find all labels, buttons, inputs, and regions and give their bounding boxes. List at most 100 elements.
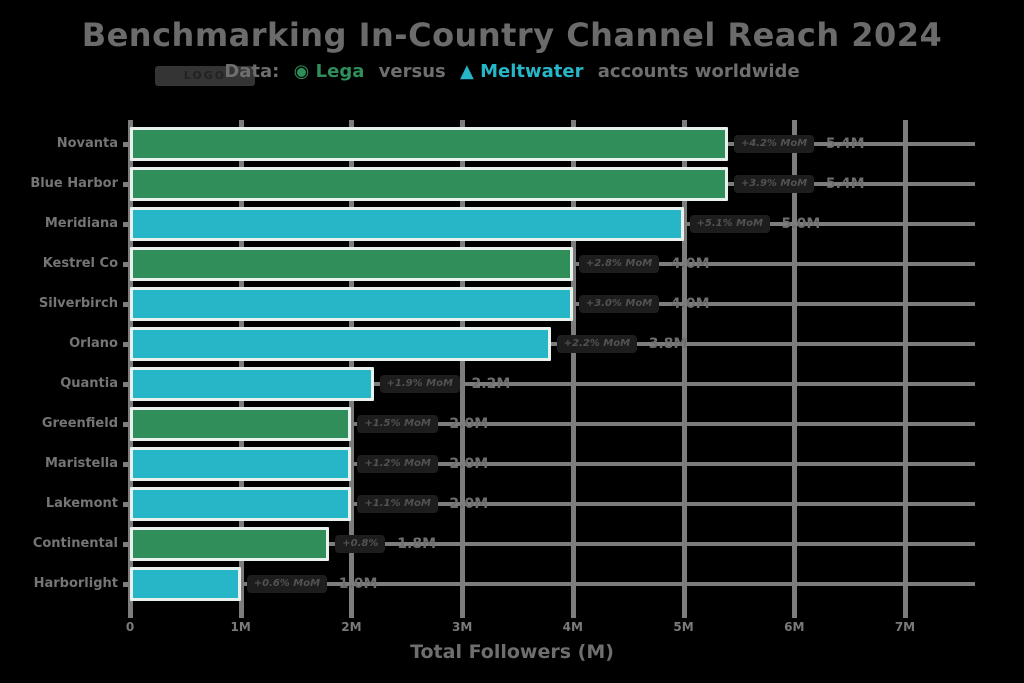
bar: [130, 247, 573, 281]
annotation-pill: +1.2% MoM: [357, 455, 438, 473]
lega-icon: ◉: [293, 61, 310, 82]
x-tick-mark: [792, 608, 798, 618]
chart-title: Benchmarking In-Country Channel Reach 20…: [81, 16, 943, 54]
subtitle-prefix: Data:: [224, 61, 280, 82]
vertical-gridline: [570, 120, 576, 618]
bar: [130, 447, 352, 481]
x-tick-label: 2M: [341, 620, 362, 634]
vertical-gridline: [460, 120, 466, 618]
x-tick-label: 5M: [673, 620, 694, 634]
y-tick-mark: [123, 462, 131, 467]
y-tick-mark: [123, 502, 131, 507]
x-tick-mark: [349, 608, 355, 618]
y-tick-mark: [123, 582, 131, 587]
bar: [130, 207, 684, 241]
meltwater-icon: ▲: [460, 61, 474, 82]
category-label: Novanta: [56, 136, 118, 151]
annotation-pill: +0.8%: [335, 535, 386, 553]
value-label: 5.4M: [825, 176, 865, 192]
legend-lega-label: Lega: [315, 61, 365, 82]
annotation-pill: +1.9% MoM: [379, 375, 460, 393]
y-tick-mark: [123, 422, 131, 427]
bar: [130, 367, 374, 401]
category-label: Orlano: [69, 336, 118, 351]
category-label: Greenfield: [41, 416, 118, 431]
annotation-pill: +3.0% MoM: [578, 295, 660, 313]
y-tick-mark: [123, 382, 131, 387]
value-label: 4.0M: [670, 296, 710, 312]
row-guide-line: [130, 382, 975, 386]
category-label: Maristella: [44, 456, 118, 471]
annotation-pill: +1.5% MoM: [357, 415, 438, 433]
category-label: Silverbirch: [38, 296, 118, 311]
value-label: 5.0M: [781, 216, 821, 232]
bar: [130, 407, 352, 441]
x-tick-mark: [570, 608, 576, 618]
x-tick-label: 6M: [784, 620, 805, 634]
category-label: Lakemont: [45, 496, 118, 511]
value-label: 1.8M: [397, 536, 436, 552]
value-label: 1.0M: [338, 576, 378, 592]
chart-subtitle: Data: ◉ Lega versus ▲ Meltwater accounts…: [0, 61, 1024, 82]
x-tick-mark: [681, 608, 687, 618]
x-tick-label: 1M: [230, 620, 251, 634]
logo-badge: LOGO: [155, 66, 255, 86]
value-label: 4.0M: [670, 256, 710, 272]
annotation-pill: +2.2% MoM: [556, 335, 638, 353]
category-label: Meridiana: [44, 216, 118, 231]
category-label: Quantia: [60, 376, 118, 391]
category-label: Blue Harbor: [30, 176, 118, 191]
legend-lega: ◉ Lega: [294, 61, 365, 82]
y-tick-mark: [123, 222, 131, 227]
legend-meltwater-label: Meltwater: [480, 61, 584, 82]
annotation-pill: +3.9% MoM: [733, 175, 815, 193]
row-guide-line: [130, 462, 975, 466]
vertical-gridline: [792, 120, 798, 618]
bar: [130, 127, 728, 161]
row-guide-line: [130, 342, 975, 346]
x-tick-mark: [128, 608, 133, 618]
x-tick-mark: [238, 608, 244, 618]
legend-meltwater: ▲ Meltwater: [460, 61, 583, 82]
bar: [130, 487, 352, 521]
y-tick-mark: [123, 142, 131, 147]
x-tick-mark: [460, 608, 466, 618]
bar: [130, 167, 728, 201]
bar: [130, 327, 551, 361]
bar: [130, 527, 330, 561]
annotation-pill: +5.1% MoM: [689, 215, 770, 233]
value-label: 2.0M: [449, 416, 489, 432]
value-label: 3.8M: [648, 336, 688, 352]
y-tick-mark: [123, 542, 131, 547]
x-tick-label: 3M: [451, 620, 473, 634]
y-tick-mark: [123, 342, 131, 347]
row-guide-line: [130, 422, 975, 426]
row-guide-line: [130, 542, 975, 546]
category-label: Harborlight: [33, 576, 118, 591]
annotation-pill: +2.8% MoM: [578, 255, 660, 273]
value-label: 2.2M: [471, 376, 511, 392]
annotation-pill: +4.2% MoM: [733, 135, 815, 153]
vertical-gridline: [681, 120, 687, 618]
x-tick-label: 4M: [562, 620, 583, 634]
y-tick-mark: [123, 182, 131, 187]
y-tick-mark: [123, 262, 131, 267]
bar: [130, 287, 573, 321]
x-tick-mark: [902, 608, 908, 618]
category-label: Continental: [32, 536, 118, 551]
x-tick-label: 0: [125, 620, 135, 634]
annotation-pill: +1.1% MoM: [357, 495, 438, 513]
category-label: Kestrel Co: [42, 256, 118, 271]
y-tick-mark: [123, 302, 131, 307]
row-guide-line: [130, 582, 975, 586]
value-label: 2.0M: [449, 456, 489, 472]
subtitle-mid: versus: [378, 61, 446, 82]
x-axis-label: Total Followers (M): [410, 641, 614, 663]
subtitle-suffix: accounts worldwide: [597, 61, 800, 82]
bar: [130, 567, 241, 601]
value-label: 2.0M: [449, 496, 489, 512]
value-label: 5.4M: [825, 136, 865, 152]
x-tick-label: 7M: [894, 620, 916, 634]
row-guide-line: [130, 502, 975, 506]
